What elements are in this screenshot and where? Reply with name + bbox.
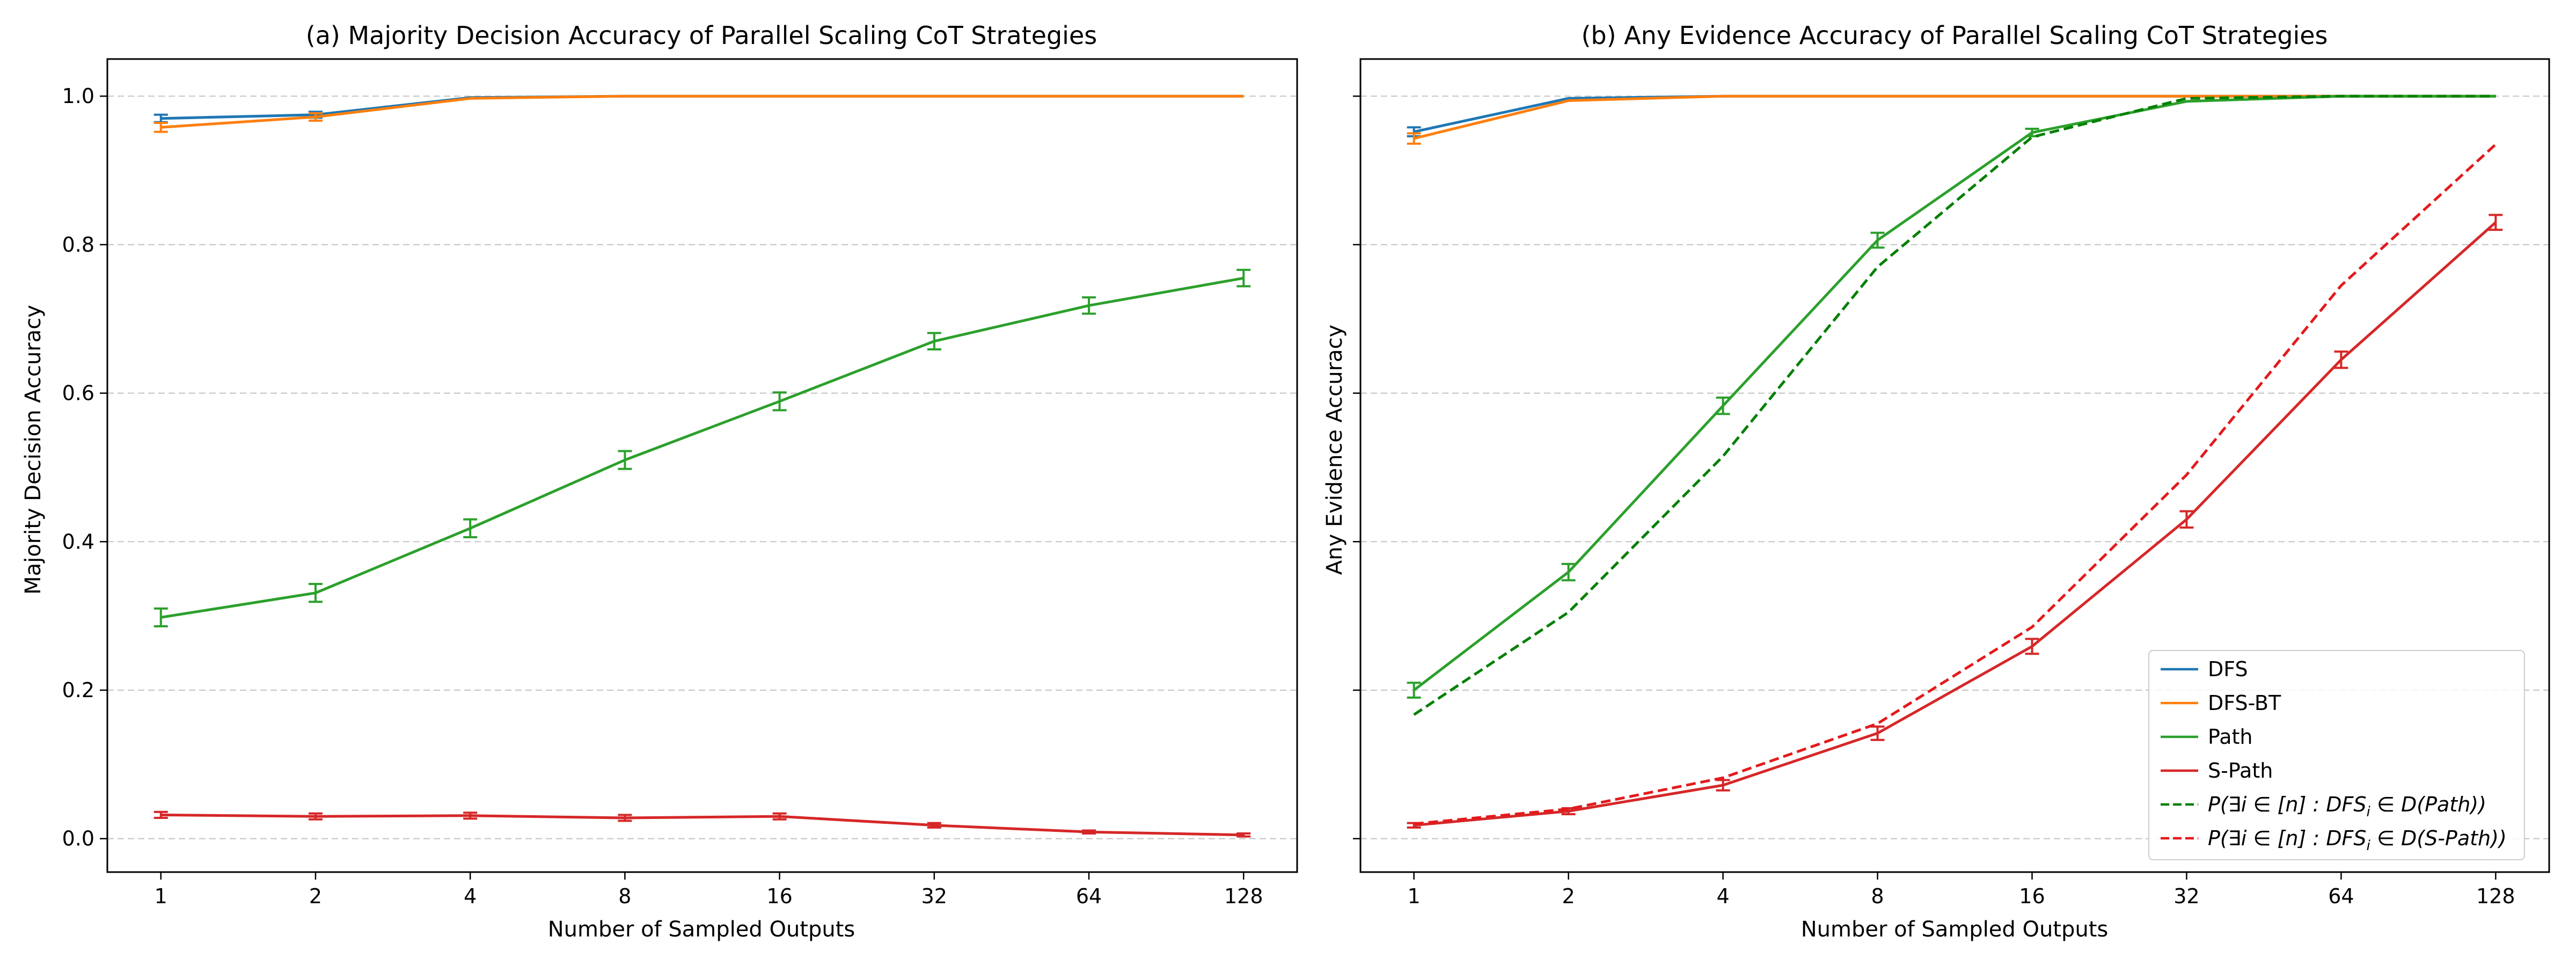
x-tick-label: 32 [2174,884,2199,908]
legend: DFS DFS-BT Path S-Path P(∃i ∈ [n] : DFSi… [2148,650,2525,860]
legend-label: S-Path [2208,759,2273,782]
legend-item-dfs-bt: DFS-BT [2161,691,2281,715]
series-p-i-n-dfs-i-d-s-path [1414,143,2497,825]
series-line [1413,94,2496,716]
panel-b-axes: 1 2 4 8 16 32 64 128 [1353,58,2550,908]
series-line [160,94,1244,129]
x-tick-label: 8 [618,884,631,908]
panel-a-y-axis-label: Majority Decision Accuracy [21,305,46,595]
x-tick-label: 32 [921,884,947,908]
series-dfs-bt [153,94,1244,133]
series-dfs-bt [1407,94,2496,145]
legend-label-subscript: i [2367,804,2371,820]
x-tick-label: 4 [464,884,477,908]
legend-label-prefix: P(∃i ∈ [n] : DFS [2208,826,2367,850]
plot-frame [106,58,1298,873]
legend-item-path: Path [2161,725,2252,749]
panel-majority-decision: (a) Majority Decision Accuracy of Parall… [21,21,1298,942]
x-tick-label: 16 [2019,884,2045,908]
legend-item-prob-path: P(∃i ∈ [n] : DFSi ∈ D(Path)) [2161,793,2486,820]
panel-a-axes: 0.0 0.2 0.4 0.6 0.8 1.0 1 2 4 8 16 32 64 128 [62,58,1298,908]
legend-item-dfs: DFS [2161,657,2248,681]
plot-frame [1359,58,2550,873]
x-tick-label: 2 [309,884,322,908]
panel-a-x-axis-label: Number of Sampled Outputs [548,917,855,942]
x-tick-label: 64 [2328,884,2354,908]
series-line [160,814,1244,837]
series-s-path [153,810,1251,838]
panel-b-series [1407,94,2503,829]
y-tick-label: 0.6 [62,382,94,405]
panel-any-evidence: (b) Any Evidence Accuracy of Parallel Sc… [1322,21,2550,942]
series-line [160,276,1244,619]
legend-label: P(∃i ∈ [n] : DFSi ∈ D(S-Path)) [2208,826,2507,854]
x-tick-label: 128 [2476,884,2515,908]
y-tick-label: 0.8 [62,233,94,257]
series-line [1414,221,2497,827]
legend-label: DFS [2208,657,2248,681]
legend-label: DFS-BT [2208,691,2281,715]
series-line [1414,143,2497,825]
x-tick-label: 64 [1076,884,1102,908]
legend-label: Path [2208,725,2252,749]
series-line [1414,94,2496,140]
x-tick-label: 2 [1562,884,1575,908]
y-tick-label: 1.0 [62,84,94,108]
x-tick-label: 8 [1871,884,1884,908]
legend-item-prob-s-path: P(∃i ∈ [n] : DFSi ∈ D(S-Path)) [2161,826,2507,854]
series-s-path [1407,214,2503,829]
legend-item-s-path: S-Path [2161,759,2273,782]
y-tick-label: 0.0 [62,827,94,851]
series-dfs [153,94,1244,123]
legend-label-suffix: ∈ D(Path)) [2370,793,2486,816]
legend-frame [2148,650,2525,860]
series-path [1407,94,2496,699]
panel-a-series [153,94,1251,838]
panel-b-x-axis-label: Number of Sampled Outputs [1801,917,2109,942]
series-p-i-n-dfs-i-d-path [1413,94,2496,716]
x-tick-label: 1 [155,884,167,908]
panel-a-title: (a) Majority Decision Accuracy of Parall… [306,21,1097,50]
legend-label-subscript: i [2367,838,2371,854]
series-dfs [1407,94,2496,137]
x-tick-label: 4 [1716,884,1729,908]
x-tick-label: 128 [1224,884,1263,908]
legend-label-prefix: P(∃i ∈ [n] : DFS [2208,793,2367,816]
panel-a-grid [107,96,1297,839]
panel-b-title: (b) Any Evidence Accuracy of Parallel Sc… [1581,21,2328,50]
x-tick-label: 16 [766,884,792,908]
y-tick-label: 0.4 [62,530,94,553]
y-tick-label: 0.2 [62,678,94,702]
panel-b-y-axis-label: Any Evidence Accuracy [1322,325,1347,575]
series-path [153,268,1251,628]
x-tick-label: 1 [1408,884,1421,908]
legend-label: P(∃i ∈ [n] : DFSi ∈ D(Path)) [2208,793,2486,820]
legend-label-suffix: ∈ D(S-Path)) [2370,826,2507,850]
